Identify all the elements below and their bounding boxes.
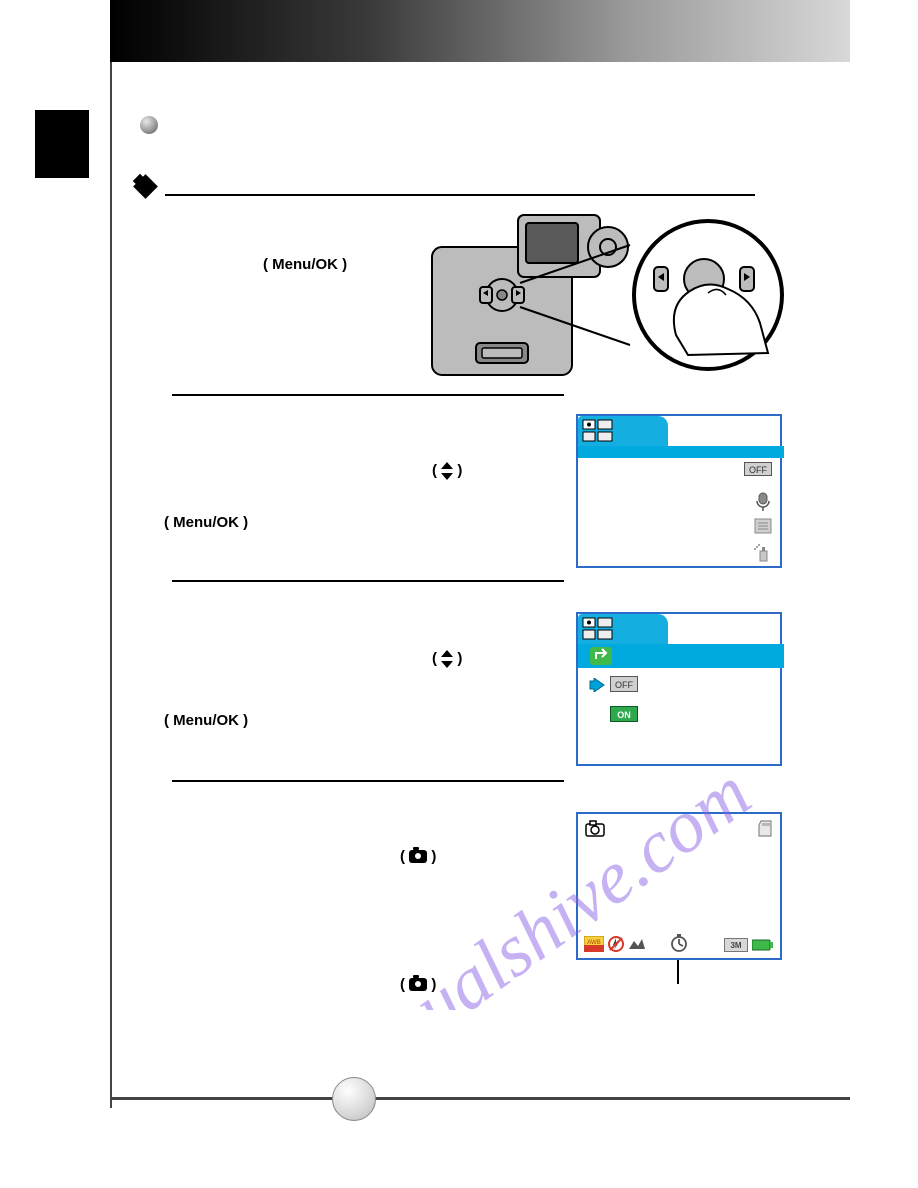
step3-arrows: ( ): [432, 650, 462, 668]
live-view-screen: AWB 3M: [576, 812, 782, 960]
sdcard-icon: [758, 820, 774, 838]
bottom-rule: [110, 1097, 850, 1100]
header-gradient-bar: [110, 0, 850, 62]
resolution-badge: 3M: [724, 938, 748, 952]
callout-pointer: [677, 960, 679, 984]
step2-divider: [172, 580, 564, 582]
camera-icon: [409, 850, 427, 863]
page-number-circle: [332, 1077, 376, 1121]
step2-arrows: ( ): [432, 462, 462, 480]
side-black-tab: [35, 110, 89, 178]
return-icon: [590, 647, 612, 665]
off-badge: OFF: [744, 462, 772, 476]
menu-screen-2: OFF ON: [576, 612, 782, 766]
on-option: ON: [610, 706, 638, 722]
focus-icon: [628, 937, 646, 951]
mic-icon: [754, 492, 772, 512]
status-row-right: 3M: [724, 938, 774, 952]
status-row: AWB: [584, 936, 646, 952]
list-icon: [754, 518, 772, 534]
awb-icon: AWB: [584, 936, 604, 952]
step3-label: ( Menu/OK ): [164, 712, 248, 730]
step4-cam1: ( ): [400, 848, 436, 866]
diamond-bullet-icon: [135, 176, 157, 198]
off-option: OFF: [610, 676, 638, 692]
noflash-icon: [608, 936, 624, 952]
camera-diagram-icon: [408, 205, 858, 405]
menu-screen-1: OFF: [576, 414, 782, 568]
mode-camera-icon: [584, 820, 608, 838]
tab-mode-icons: [582, 419, 616, 443]
step4-cam2: ( ): [400, 976, 436, 994]
camera-icon: [409, 978, 427, 991]
step3-divider: [172, 780, 564, 782]
spray-icon: [754, 544, 772, 562]
select-arrow-icon: [588, 678, 606, 692]
subsection-underline: [165, 194, 755, 196]
step1-divider: [172, 394, 564, 396]
left-vertical-rule: [110, 62, 112, 1108]
battery-icon: [752, 939, 774, 951]
step2-label: ( Menu/OK ): [164, 514, 248, 532]
selftimer-icon: [670, 934, 688, 952]
step1-label: ( Menu/OK ): [263, 256, 347, 274]
section-bullet-icon: [140, 116, 158, 134]
tab-mode-icons-2: [582, 617, 616, 641]
